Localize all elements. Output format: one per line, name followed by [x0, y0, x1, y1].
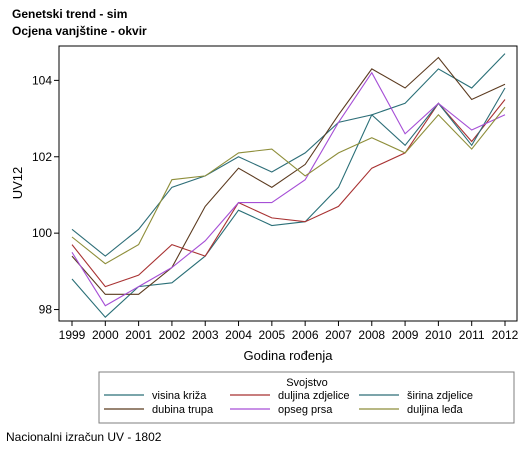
x-tick-label: 2001 — [125, 328, 152, 342]
y-tick-label: 102 — [32, 150, 52, 164]
x-tick-label: 1999 — [59, 328, 86, 342]
legend-item: visina križa — [104, 390, 207, 402]
x-tick-label: 2012 — [492, 328, 519, 342]
legend-item: duljina leđa — [359, 404, 464, 416]
legend-item: duljina zdjelice — [230, 390, 350, 402]
x-axis-title: Godina rođenja — [244, 348, 334, 363]
y-axis-title: UV12 — [10, 167, 25, 200]
x-tick-label: 2005 — [258, 328, 285, 342]
legend-label: duljina leđa — [407, 404, 464, 416]
x-tick-label: 2009 — [392, 328, 419, 342]
chart-titles: Genetski trend - sim Ocjena vanjštine - … — [12, 6, 147, 40]
legend-item: dubina trupa — [104, 404, 214, 416]
legend-label: dubina trupa — [152, 404, 214, 416]
x-axis: 1999 2000 2001 2002 2003 2004 2005 2006 2007 2008… — [59, 321, 519, 342]
series-line-4 — [71, 56, 506, 295]
series-line-3 — [71, 87, 506, 257]
y-tick-label: 98 — [39, 303, 53, 317]
series-lines — [71, 53, 506, 318]
series-line-5 — [71, 71, 506, 307]
series-line-2 — [71, 99, 506, 288]
legend-frame — [98, 371, 515, 424]
legend-label: opseg prsa — [278, 404, 333, 416]
x-tick-label: 2010 — [425, 328, 452, 342]
x-tick-label: 2008 — [358, 328, 385, 342]
series-line-1 — [71, 53, 506, 318]
legend: Svojstvo visina križa duljina zdjelice šir… — [98, 371, 515, 424]
legend-label: širina zdjelice — [407, 390, 473, 402]
chart-subtitle: Ocjena vanjštine - okvir — [12, 24, 147, 38]
legend-item: širina zdjelice — [359, 390, 473, 402]
legend-title: Svojstvo — [286, 377, 328, 389]
y-tick-label: 100 — [32, 226, 52, 240]
y-axis: 98 100 102 104 — [32, 73, 59, 317]
legend-label: duljina zdjelice — [278, 390, 350, 402]
series-line-6 — [71, 106, 506, 265]
x-tick-label: 2007 — [325, 328, 352, 342]
chart-title: Genetski trend - sim — [12, 7, 128, 21]
y-tick-label: 104 — [32, 73, 52, 87]
legend-items: visina križa duljina zdjelice širina zdjel… — [104, 390, 473, 416]
legend-item: opseg prsa — [230, 404, 333, 416]
footnote: Nacionalni izračun UV - 1802 — [6, 430, 162, 444]
x-tick-label: 2002 — [159, 328, 186, 342]
x-tick-label: 2004 — [225, 328, 252, 342]
x-tick-label: 2000 — [92, 328, 119, 342]
legend-label: visina križa — [152, 390, 207, 402]
x-tick-label: 2003 — [192, 328, 219, 342]
plot-area-frame — [58, 45, 518, 322]
x-tick-label: 2006 — [292, 328, 319, 342]
x-tick-label: 2011 — [459, 328, 485, 342]
